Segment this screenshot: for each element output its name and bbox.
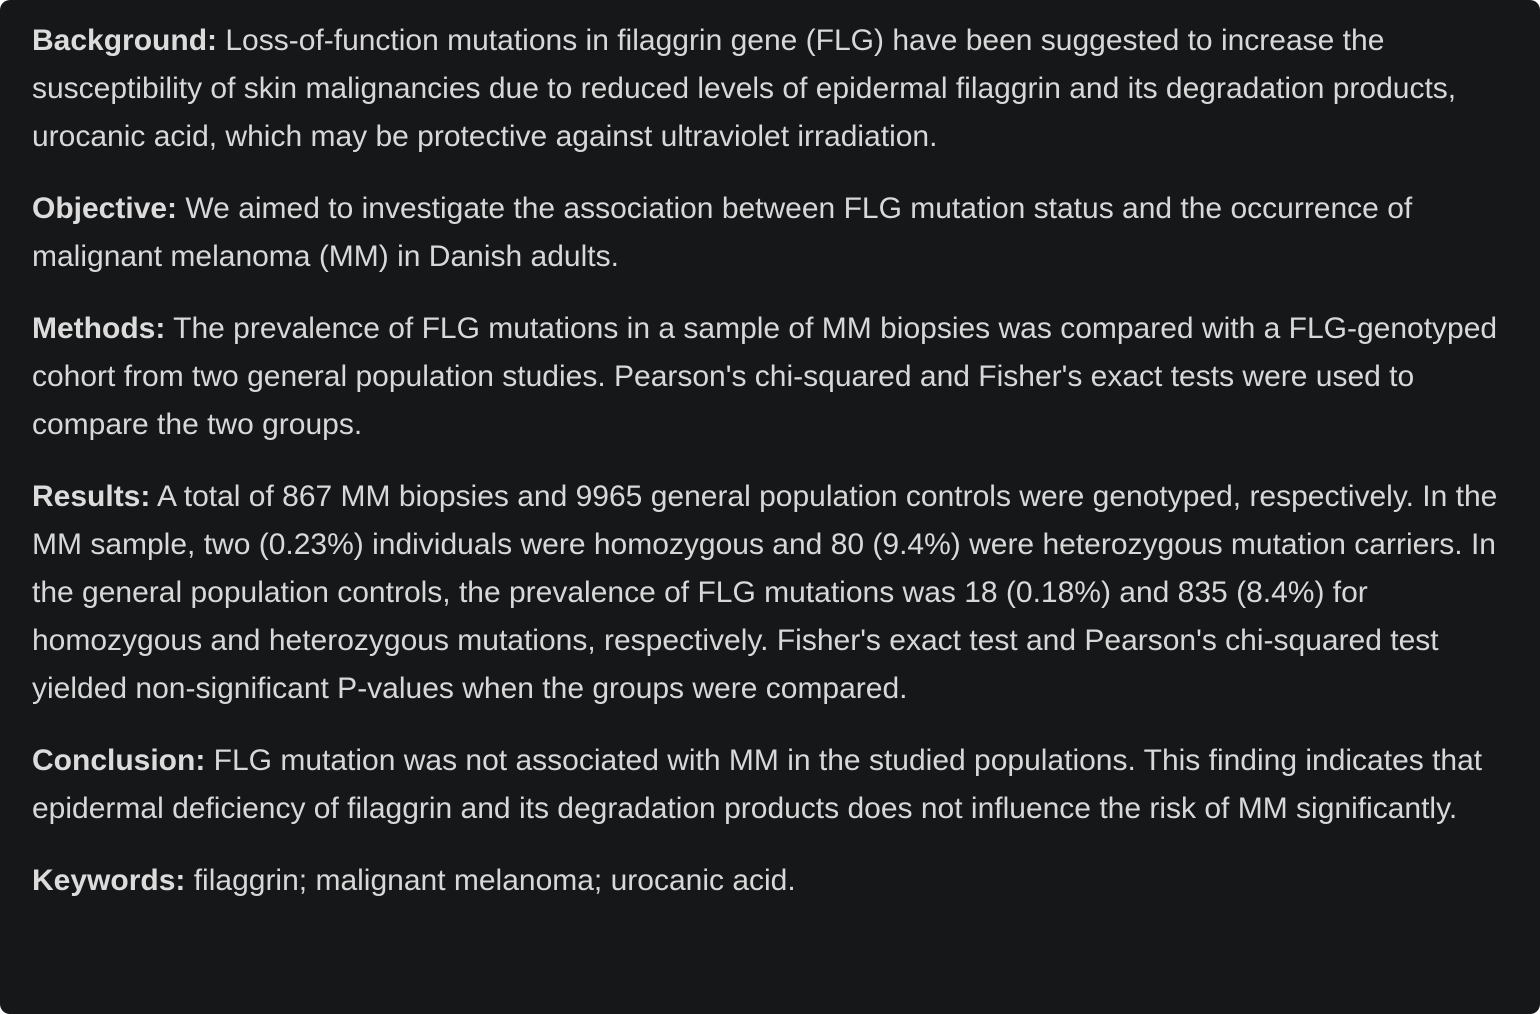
conclusion-label: Conclusion:	[32, 744, 206, 777]
methods-label: Methods:	[32, 312, 166, 345]
keywords-text: filaggrin; malignant melanoma; urocanic …	[193, 864, 796, 897]
objective-label: Objective:	[32, 192, 178, 225]
results-section: Results: A total of 867 MM biopsies and …	[32, 473, 1500, 713]
methods-text: The prevalence of FLG mutations in a sam…	[32, 312, 1498, 441]
results-label: Results:	[32, 480, 151, 513]
conclusion-section: Conclusion: FLG mutation was not associa…	[32, 737, 1500, 833]
background-text: Loss-of-function mutations in filaggrin …	[32, 24, 1457, 153]
objective-text: We aimed to investigate the association …	[32, 192, 1413, 273]
background-section: Background: Loss-of-function mutations i…	[32, 17, 1500, 161]
methods-section: Methods: The prevalence of FLG mutations…	[32, 305, 1500, 449]
conclusion-text: FLG mutation was not associated with MM …	[32, 744, 1483, 825]
keywords-label: Keywords:	[32, 864, 186, 897]
results-text: A total of 867 MM biopsies and 9965 gene…	[32, 480, 1498, 705]
keywords-section: Keywords: filaggrin; malignant melanoma;…	[32, 857, 1500, 905]
objective-section: Objective: We aimed to investigate the a…	[32, 185, 1500, 281]
background-label: Background:	[32, 24, 218, 57]
